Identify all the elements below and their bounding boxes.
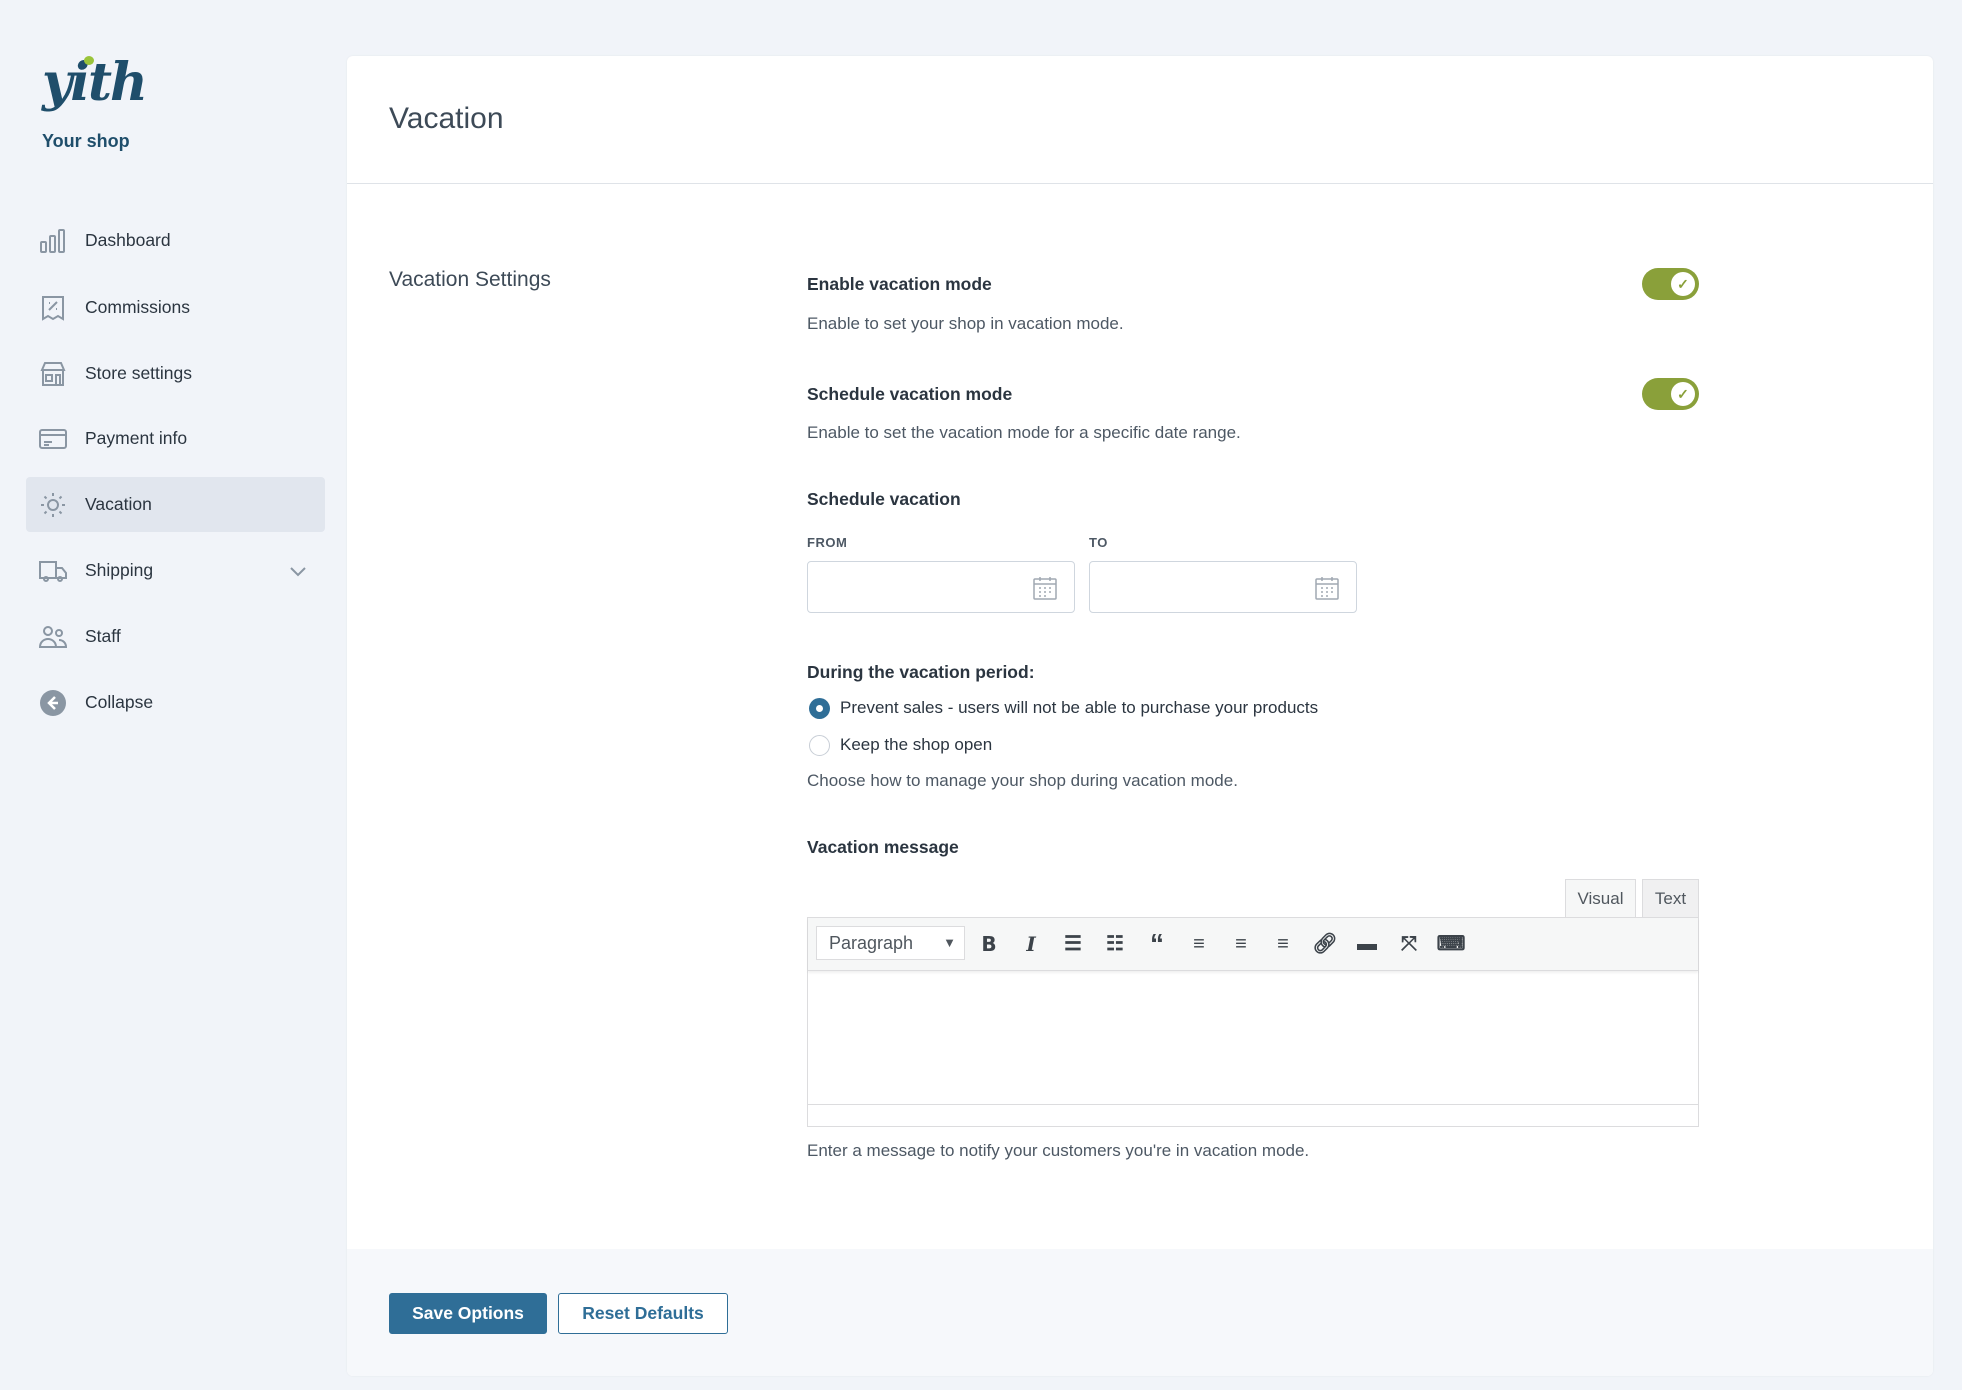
tab-visual[interactable]: Visual — [1565, 879, 1636, 917]
credit-card-icon — [39, 428, 67, 449]
prevent-sales-radio[interactable] — [809, 698, 830, 719]
editor-statusbar — [808, 1104, 1698, 1126]
sidebar-item-shipping[interactable]: Shipping — [26, 543, 325, 598]
users-icon — [39, 625, 67, 648]
yith-logo: yith — [42, 52, 148, 113]
sidebar-item-label: Payment info — [85, 428, 188, 448]
format-select[interactable]: Paragraph ▼ — [816, 926, 965, 960]
truck-icon — [39, 560, 67, 582]
enable-vacation-toggle[interactable]: ✓ — [1642, 268, 1699, 300]
schedule-vacation-desc: Enable to set the vacation mode for a sp… — [807, 423, 1241, 442]
from-date-input[interactable] — [807, 561, 1075, 613]
link-icon[interactable]: 🔗︎ — [1312, 933, 1338, 955]
vacation-message-desc: Enter a message to notify your customers… — [807, 1141, 1310, 1160]
sidebar-item-label: Vacation — [85, 494, 152, 514]
sidebar-item-collapse[interactable]: Collapse — [26, 675, 325, 730]
reset-defaults-button[interactable]: Reset Defaults — [558, 1293, 728, 1334]
tab-text[interactable]: Text — [1642, 879, 1699, 917]
from-label: FROM — [807, 535, 848, 550]
enable-vacation-desc: Enable to set your shop in vacation mode… — [807, 314, 1124, 333]
arrow-left-circle-icon — [40, 689, 66, 716]
align-right-icon[interactable]: ≡ — [1277, 933, 1289, 955]
sidebar-item-payment-info[interactable]: Payment info — [26, 411, 325, 466]
receipt-percent-icon — [42, 295, 64, 321]
sidebar-item-label: Staff — [85, 626, 121, 646]
to-label: TO — [1089, 535, 1108, 550]
sidebar-item-label: Commissions — [85, 297, 191, 317]
enable-vacation-label: Enable vacation mode — [807, 274, 992, 294]
sidebar-item-label: Shipping — [85, 560, 154, 580]
chevron-down-icon[interactable] — [289, 562, 307, 580]
save-options-button[interactable]: Save Options — [389, 1293, 547, 1334]
to-date-input[interactable] — [1089, 561, 1357, 613]
sidebar-item-label: Store settings — [85, 363, 192, 383]
store-icon — [40, 361, 66, 386]
check-icon: ✓ — [1671, 272, 1695, 296]
schedule-vacation-label: Schedule vacation mode — [807, 384, 1013, 404]
schedule-vacation-toggle[interactable]: ✓ — [1642, 378, 1699, 410]
align-center-icon[interactable]: ≡ — [1235, 933, 1247, 955]
calendar-icon[interactable] — [1032, 575, 1058, 601]
fullscreen-icon[interactable]: ⤧ — [1401, 933, 1417, 955]
message-editor[interactable]: Paragraph ▼ B I ☰ ☷ “ ≡ ≡ ≡ 🔗︎ ▬ ⤧ ⌨ — [807, 917, 1699, 1127]
blockquote-icon[interactable]: “ — [1150, 928, 1164, 959]
sidebar-item-store-settings[interactable]: Store settings — [26, 346, 325, 401]
sidebar-item-label: Collapse — [85, 692, 154, 712]
page-title: Vacation — [389, 102, 504, 135]
header-divider — [347, 183, 1933, 184]
keyboard-toolbar-toggle-icon[interactable]: ⌨ — [1436, 933, 1466, 955]
calendar-icon[interactable] — [1314, 575, 1340, 601]
sidebar-item-dashboard[interactable]: Dashboard — [26, 213, 325, 268]
read-more-icon[interactable]: ▬ — [1357, 933, 1377, 955]
italic-icon[interactable]: I — [1026, 932, 1036, 956]
section-title: Vacation Settings — [389, 268, 551, 291]
check-icon: ✓ — [1671, 382, 1695, 406]
numbered-list-icon[interactable]: ☷ — [1106, 933, 1124, 955]
format-value: Paragraph — [829, 933, 914, 953]
bar-chart-icon — [40, 228, 65, 253]
align-left-icon[interactable]: ≡ — [1193, 933, 1205, 955]
vacation-period-label: During the vacation period: — [807, 662, 1035, 682]
editor-toolbar: Paragraph ▼ B I ☰ ☷ “ ≡ ≡ ≡ 🔗︎ ▬ ⤧ ⌨ — [808, 918, 1698, 971]
shop-name: Your shop — [42, 131, 130, 151]
schedule-range-label: Schedule vacation — [807, 489, 961, 509]
sidebar-item-staff[interactable]: Staff — [26, 609, 325, 664]
bullet-list-icon[interactable]: ☰ — [1064, 933, 1082, 955]
sidebar-item-vacation[interactable]: Vacation — [26, 477, 325, 532]
sidebar-item-label: Dashboard — [85, 230, 171, 250]
sun-icon — [41, 492, 65, 517]
vacation-period-desc: Choose how to manage your shop during va… — [807, 771, 1238, 790]
vacation-message-label: Vacation message — [807, 837, 959, 857]
keep-open-radio[interactable] — [809, 735, 830, 756]
prevent-sales-label[interactable]: Prevent sales - users will not be able t… — [840, 698, 1319, 717]
bold-icon[interactable]: B — [981, 932, 997, 956]
keep-open-label[interactable]: Keep the shop open — [840, 735, 993, 754]
dropdown-arrow-icon: ▼ — [943, 935, 956, 950]
sidebar-item-commissions[interactable]: Commissions — [26, 280, 325, 335]
